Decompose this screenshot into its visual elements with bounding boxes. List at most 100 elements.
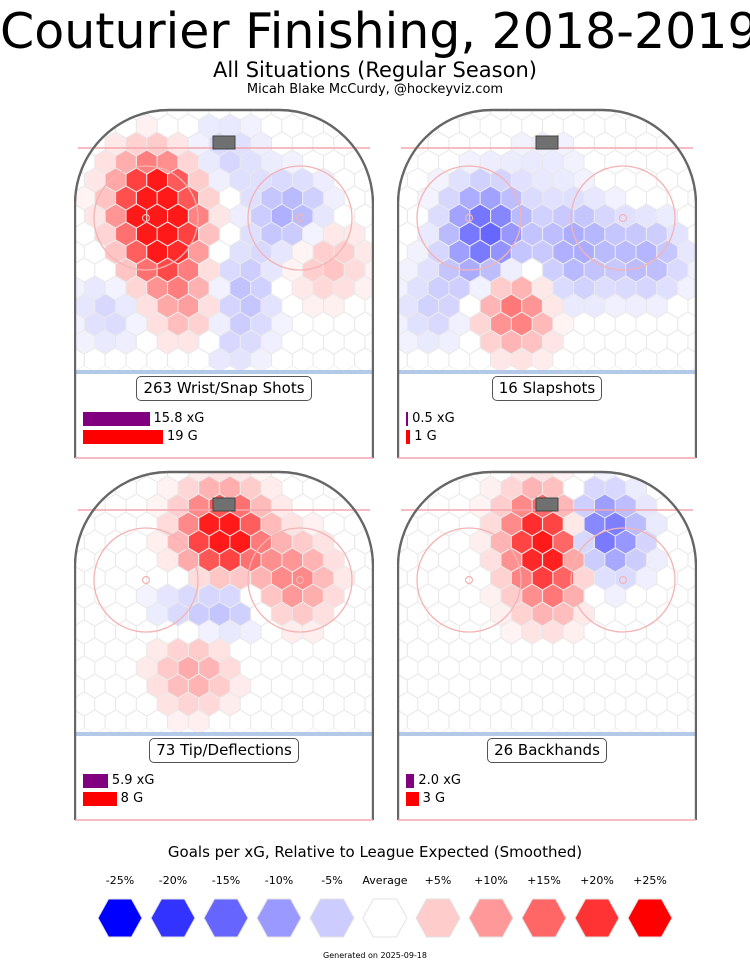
rink-drawing bbox=[74, 108, 374, 459]
hex-cell bbox=[521, 185, 543, 211]
hex-cell bbox=[209, 601, 230, 627]
hex-cell bbox=[428, 673, 450, 699]
hex-cell bbox=[125, 471, 147, 483]
hex-cell bbox=[333, 275, 355, 301]
hex-cell bbox=[500, 329, 522, 355]
hex-cell bbox=[188, 471, 210, 483]
hex-cell bbox=[271, 637, 293, 663]
right-faceoff-circle bbox=[247, 527, 353, 633]
hex-cell bbox=[584, 691, 605, 717]
hex-cell bbox=[364, 619, 373, 645]
hex-cell bbox=[407, 673, 429, 699]
hex-cell bbox=[136, 113, 158, 139]
hex-cell bbox=[407, 275, 429, 301]
hex-cell bbox=[407, 637, 429, 663]
shot-type-text: 26 Backhands bbox=[487, 738, 607, 763]
hex-cell bbox=[417, 185, 439, 211]
hex-cell bbox=[563, 511, 585, 537]
hex-cell bbox=[563, 185, 585, 211]
hex-cell bbox=[511, 131, 533, 157]
hex-cell bbox=[656, 239, 678, 265]
hex-cell bbox=[292, 239, 314, 265]
hex-cell bbox=[417, 619, 439, 645]
hex-cell bbox=[354, 239, 373, 265]
left-faceoff-circle bbox=[416, 165, 522, 271]
hex-cell bbox=[75, 113, 95, 139]
hex-cell bbox=[677, 529, 696, 555]
hex-cell bbox=[615, 239, 637, 265]
xg-bar bbox=[406, 412, 409, 426]
color-legend: -25% -20% -15% -10% -5% Average +5% +10% +15% +20… bbox=[0, 874, 750, 940]
hex-cell bbox=[75, 293, 95, 319]
legend-hexagon-icon bbox=[203, 898, 249, 938]
hex-cell bbox=[646, 149, 668, 175]
hex-cell bbox=[584, 547, 605, 573]
hex-cell bbox=[333, 529, 355, 555]
hex-cell bbox=[167, 493, 189, 519]
hex-cell bbox=[344, 257, 366, 283]
hex-cell bbox=[219, 691, 241, 717]
hex-cell bbox=[398, 619, 418, 645]
hex-cell bbox=[271, 493, 293, 519]
hex-cell bbox=[229, 203, 251, 229]
legend-item: -20% bbox=[143, 874, 203, 938]
legend-hexagon-icon bbox=[574, 898, 620, 938]
hex-cell bbox=[500, 511, 522, 537]
hex-cell bbox=[521, 619, 543, 645]
hex-cell bbox=[646, 547, 668, 573]
hex-cell bbox=[448, 493, 470, 519]
hex-cell bbox=[398, 149, 418, 175]
legend-hexagon-icon bbox=[521, 898, 567, 938]
hex-cell bbox=[584, 583, 605, 609]
hex-cell bbox=[625, 547, 647, 573]
faceoff-dot bbox=[618, 575, 628, 585]
hex-cell bbox=[313, 131, 334, 157]
legend-label: -15% bbox=[211, 874, 241, 887]
hex-cell bbox=[125, 239, 147, 265]
hex-cell bbox=[563, 691, 585, 717]
hex-cell bbox=[438, 547, 460, 573]
hex-cell bbox=[125, 109, 147, 121]
hex-cell bbox=[469, 493, 491, 519]
hex-cell bbox=[398, 167, 408, 193]
hex-cell bbox=[573, 131, 595, 157]
hex-cell bbox=[448, 131, 470, 157]
hex-cell bbox=[271, 239, 293, 265]
hex-cell bbox=[615, 471, 637, 483]
hex-cell bbox=[687, 329, 696, 355]
hex-cell bbox=[521, 113, 543, 139]
hex-cell bbox=[105, 529, 127, 555]
hex-cell bbox=[261, 691, 282, 717]
hex-cell bbox=[584, 511, 605, 537]
hex-cell bbox=[146, 471, 168, 483]
hex-cell bbox=[459, 329, 481, 355]
hex-cell bbox=[459, 221, 481, 247]
hex-cell bbox=[417, 293, 439, 319]
hex-cell bbox=[364, 655, 373, 681]
hex-cell bbox=[94, 691, 116, 717]
hex-cell bbox=[521, 547, 543, 573]
hex-cell bbox=[344, 547, 366, 573]
hex-cell bbox=[459, 655, 481, 681]
hex-cell bbox=[500, 655, 522, 681]
hex-cell bbox=[261, 329, 282, 355]
hex-cell bbox=[552, 471, 574, 483]
hex-cell bbox=[136, 511, 158, 537]
hex-cell bbox=[490, 311, 512, 337]
hex-cell bbox=[417, 547, 439, 573]
goals-value: 1 G bbox=[414, 429, 437, 444]
hex-cell bbox=[157, 329, 178, 355]
hex-cell bbox=[428, 275, 450, 301]
legend-label: -10% bbox=[264, 874, 294, 887]
hex-cell bbox=[459, 185, 481, 211]
hex-cell bbox=[344, 691, 366, 717]
hex-cell bbox=[656, 601, 678, 627]
hex-cell bbox=[448, 167, 470, 193]
hex-cell bbox=[636, 601, 657, 627]
hex-cell bbox=[240, 619, 262, 645]
hex-cell bbox=[125, 203, 147, 229]
hex-cell bbox=[521, 583, 543, 609]
hex-cell bbox=[115, 329, 137, 355]
legend-item: +10% bbox=[461, 874, 521, 938]
hex-cell bbox=[490, 167, 512, 193]
